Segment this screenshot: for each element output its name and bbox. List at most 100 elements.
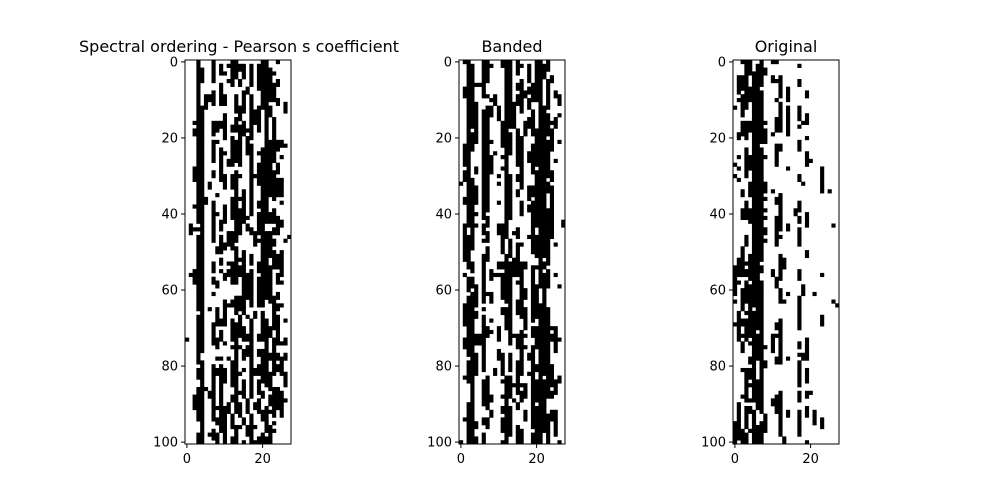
matrix-cell <box>272 405 277 411</box>
matrix-cell <box>755 356 760 361</box>
matrix-cell <box>272 136 277 141</box>
matrix-cell <box>260 326 265 331</box>
matrix-cell <box>238 63 243 68</box>
matrix-cell <box>256 113 262 118</box>
matrix-cell <box>755 82 760 87</box>
matrix-cell <box>515 379 520 384</box>
matrix-cell <box>192 402 197 407</box>
matrix-cell <box>272 310 277 316</box>
matrix-cell <box>736 98 741 103</box>
matrix-cell <box>751 413 757 418</box>
matrix-cell <box>778 318 783 323</box>
matrix-cell <box>530 158 536 163</box>
matrix-cell <box>519 98 524 103</box>
matrix-cell <box>466 375 471 380</box>
matrix-cell <box>272 139 277 144</box>
matrix-cell <box>462 242 467 247</box>
matrix-cell <box>759 326 764 331</box>
matrix-cell <box>508 246 513 251</box>
matrix-cell <box>515 269 520 274</box>
matrix-cell <box>797 417 802 422</box>
matrix-cell <box>481 158 486 163</box>
matrix-cell <box>283 143 288 148</box>
matrix-cell <box>474 295 479 300</box>
matrix-cell <box>256 303 262 308</box>
matrix-cell <box>238 196 243 202</box>
matrix-cell <box>192 276 197 281</box>
matrix-cell <box>759 310 764 316</box>
matrix-cell <box>256 238 262 243</box>
matrix-cell <box>759 124 764 129</box>
matrix-cell <box>549 394 554 399</box>
matrix-cell <box>508 291 513 297</box>
matrix-cell <box>751 291 757 297</box>
matrix-cell <box>759 424 764 430</box>
matrix-cell <box>546 98 551 103</box>
matrix-cell <box>549 333 554 338</box>
matrix-cell <box>222 212 227 217</box>
matrix-cell <box>527 185 532 190</box>
matrix-cell <box>211 413 216 418</box>
matrix-cell <box>500 421 505 426</box>
matrix-cell <box>504 109 509 114</box>
matrix-cell <box>538 272 543 278</box>
matrix-cell <box>470 310 475 316</box>
matrix-cell <box>523 310 528 316</box>
matrix-cell <box>744 371 749 376</box>
matrix-cell <box>260 246 265 251</box>
matrix-cell <box>504 60 509 65</box>
matrix-cell <box>515 128 520 133</box>
matrix-cell <box>474 371 479 376</box>
matrix-cell <box>530 417 536 422</box>
matrix-cell <box>470 94 475 99</box>
matrix-cell <box>534 333 539 338</box>
matrix-cell <box>196 367 201 373</box>
matrix-cell <box>222 314 227 319</box>
matrix-cell <box>504 117 509 122</box>
matrix-cell <box>534 212 539 217</box>
matrix-cell <box>230 337 235 342</box>
matrix-cell <box>238 124 243 129</box>
matrix-cell <box>196 185 201 190</box>
matrix-cell <box>751 181 757 186</box>
matrix-cell <box>797 269 802 274</box>
matrix-cell <box>538 151 543 156</box>
matrix-cell <box>268 98 273 103</box>
matrix-cell <box>774 405 779 411</box>
matrix-cell <box>272 193 277 198</box>
matrix-cell <box>256 67 262 72</box>
matrix-cell <box>272 120 277 125</box>
matrix-cell <box>755 326 760 331</box>
matrix-cell <box>797 394 802 399</box>
y-tick-label: 60 <box>709 284 726 299</box>
matrix-cell <box>512 109 517 114</box>
matrix-cell <box>759 360 764 365</box>
matrix-cell <box>740 60 745 65</box>
matrix-cell <box>534 379 539 384</box>
matrix-cell <box>466 71 471 76</box>
matrix-cell <box>264 105 269 110</box>
matrix-cell <box>778 105 783 110</box>
matrix-cell <box>748 310 753 316</box>
matrix-cell <box>466 295 471 300</box>
matrix-cell <box>234 193 239 198</box>
matrix-cell <box>744 405 749 411</box>
matrix-cell <box>196 181 201 186</box>
matrix-cell <box>797 215 802 221</box>
matrix-cell <box>504 79 509 84</box>
matrix-cell <box>196 257 201 262</box>
matrix-cell <box>481 170 486 175</box>
matrix-cell <box>538 348 543 354</box>
matrix-cell <box>804 341 810 346</box>
matrix-cell <box>200 428 205 433</box>
matrix-cell <box>546 212 551 217</box>
matrix-cell <box>249 75 254 80</box>
matrix-cell <box>504 310 509 316</box>
matrix-cell <box>485 253 490 259</box>
matrix-cell <box>477 333 483 338</box>
matrix-cell <box>215 367 220 373</box>
matrix-cell <box>249 326 254 331</box>
matrix-cell <box>234 71 239 76</box>
matrix-cell <box>230 136 235 141</box>
matrix-cell <box>196 196 201 202</box>
